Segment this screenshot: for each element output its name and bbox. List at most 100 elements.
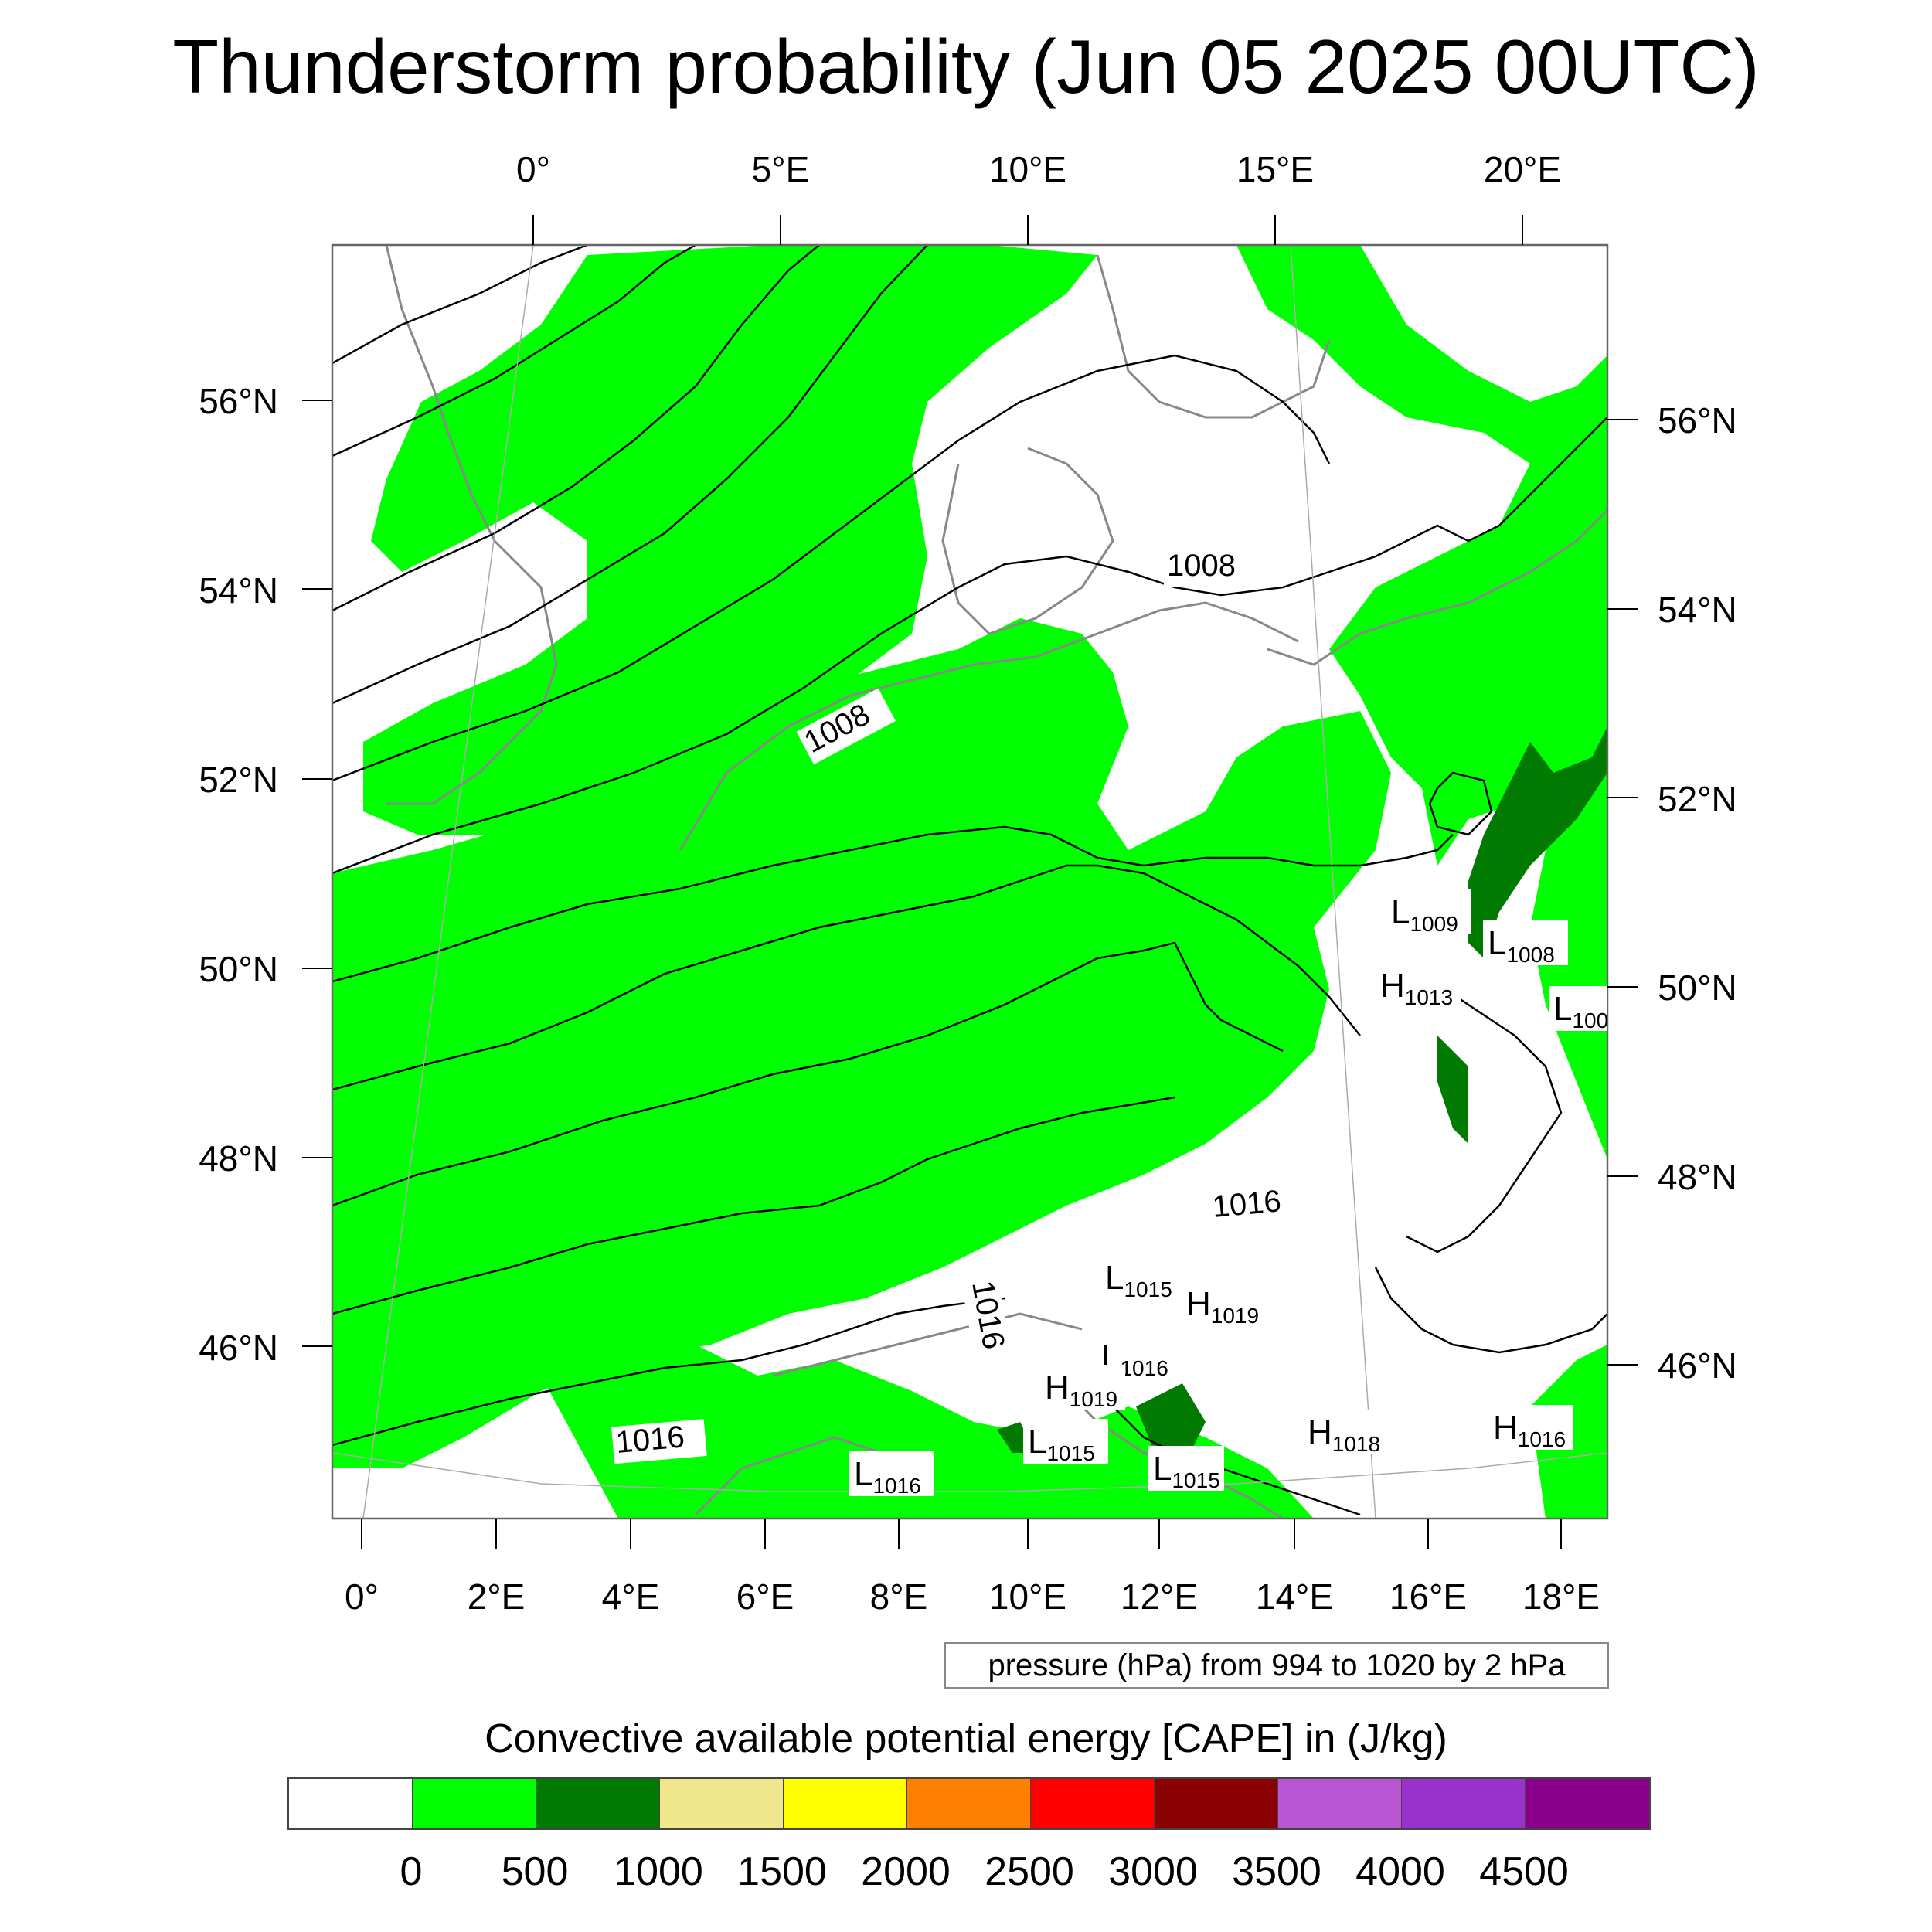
right-lat-labels: 56°N 54°N 52°N 50°N 48°N 46°N <box>1658 400 1737 1386</box>
pressure-center-letter: H <box>1380 967 1405 1005</box>
coast-denmark <box>941 447 1114 635</box>
pressure-center: L1008 <box>1483 920 1568 967</box>
pressure-center: L1015 <box>1148 1446 1224 1492</box>
cape-region-slovakia <box>1437 1036 1468 1144</box>
colorbar-swatch <box>1278 1779 1402 1828</box>
bottom-lon-label: 0° <box>345 1577 379 1617</box>
isobar-5 <box>332 354 1331 782</box>
colorbar-swatch <box>907 1779 1031 1828</box>
pressure-center-value: 1015 <box>1172 1468 1219 1492</box>
colorbar-swatch <box>1402 1779 1526 1828</box>
graticule <box>332 245 1607 1519</box>
colorbar-label: 4000 <box>1355 1849 1445 1894</box>
left-lat-label: 56°N <box>199 381 278 421</box>
pressure-center-value: 1019 <box>1211 1304 1259 1328</box>
pressure-note: pressure (hPa) from 994 to 1020 by 2 hPa <box>944 1642 1609 1689</box>
svg-text:L1008: L1008 <box>1488 924 1555 967</box>
pressure-center-value: 1009 <box>1410 912 1458 936</box>
colorbar <box>287 1777 1651 1830</box>
isobar-10 <box>332 1096 1175 1315</box>
bottom-lon-label: 6°E <box>736 1577 794 1617</box>
left-lat-labels: 56°N 54°N 52°N 50°N 48°N 46°N <box>199 381 278 1368</box>
meridian-0 <box>362 245 534 1519</box>
pressure-center-letter: H <box>1493 1409 1518 1447</box>
bottom-lon-label: 10°E <box>989 1577 1066 1617</box>
colorbar-swatch <box>1526 1779 1649 1828</box>
isobar-11 <box>332 1297 1005 1447</box>
colorbar-label: 4500 <box>1479 1849 1569 1894</box>
pressure-center-letter: H <box>1045 1369 1070 1406</box>
coast-netherlands-germany <box>679 601 1299 851</box>
right-lat-label: 56°N <box>1658 400 1737 440</box>
pressure-center: L1015 <box>1100 1255 1185 1301</box>
map-title: Thunderstorm probability (Jun 05 2025 00… <box>172 24 1760 109</box>
svg-text:L1015: L1015 <box>1105 1259 1172 1301</box>
isobar-8 <box>332 864 1361 1091</box>
bottom-lon-label: 12°E <box>1121 1577 1198 1617</box>
colorbar-label: 3000 <box>1108 1849 1198 1894</box>
right-lat-label: 54°N <box>1658 590 1737 630</box>
colorbar-swatch <box>536 1779 660 1828</box>
right-lat-label: 52°N <box>1658 779 1737 819</box>
pressure-center-letter: H <box>1186 1285 1211 1323</box>
colorbar-label: 1500 <box>737 1849 827 1894</box>
pressure-center-value: 1015 <box>1046 1441 1094 1465</box>
bottom-lon-label: 16°E <box>1389 1577 1467 1617</box>
pressure-center: H1016 <box>1488 1405 1573 1451</box>
bottom-lon-label: 4°E <box>602 1577 660 1617</box>
cape-0-500-field <box>332 245 1607 1519</box>
colorbar-swatch <box>1155 1779 1278 1828</box>
colorbar-swatch <box>289 1779 413 1828</box>
right-lat-label: 48°N <box>1658 1157 1737 1197</box>
contour-label-text: 1016 <box>614 1420 685 1460</box>
pressure-center-value: 1016 <box>872 1474 920 1498</box>
svg-text:H1019: H1019 <box>1045 1369 1117 1411</box>
pressure-center: H1018 <box>1303 1410 1388 1456</box>
pressure-center: L1015 <box>1023 1419 1108 1465</box>
pressure-center-value: 1013 <box>1405 985 1453 1009</box>
isobar-2 <box>332 245 696 457</box>
pressure-center: H1013 <box>1376 963 1461 1009</box>
left-lat-label: 48°N <box>199 1138 278 1179</box>
colorbar-label: 2500 <box>985 1849 1074 1894</box>
colorbar-label: 1000 <box>614 1849 703 1894</box>
pressure-center-value: 1019 <box>1070 1387 1117 1411</box>
colorbar-swatch <box>660 1779 784 1828</box>
top-lon-labels: 0° 5°E 10°E 15°E 20°E <box>516 149 1561 189</box>
svg-text:L1015: L1015 <box>1153 1450 1220 1492</box>
svg-text:L1009: L1009 <box>1391 893 1458 936</box>
map-content <box>332 245 1607 1519</box>
contour-label-text: 1016 <box>1211 1184 1282 1224</box>
isobar-6 <box>332 417 1607 875</box>
colorbar-title: Convective available potential energy [C… <box>485 1716 1447 1761</box>
bottom-lon-label: 2°E <box>468 1577 526 1617</box>
top-lon-label: 15°E <box>1236 149 1314 189</box>
pressure-center: L1016 <box>849 1451 934 1498</box>
left-lat-label: 50°N <box>199 949 278 989</box>
colorbar-swatch <box>1031 1779 1155 1828</box>
pressure-center-value: 1016 <box>1120 1356 1168 1380</box>
top-lon-label: 10°E <box>989 149 1066 189</box>
isobar-7 <box>332 825 1454 983</box>
map-frame <box>331 243 1609 1520</box>
colorbar-label: 0 <box>400 1849 423 1894</box>
svg-text:L1016: L1016 <box>854 1455 921 1498</box>
colorbar-label: 500 <box>501 1849 569 1894</box>
coast-uk-east <box>385 245 558 805</box>
right-lat-label: 50°N <box>1658 968 1737 1008</box>
colorbar-label: 2000 <box>861 1849 951 1894</box>
pressure-center-value: 1015 <box>1124 1277 1172 1301</box>
pressure-center-value: 1016 <box>1518 1427 1566 1451</box>
top-lon-label: 5°E <box>752 149 810 189</box>
cape-region-central-europe <box>332 618 1391 1468</box>
colorbar-swatch <box>784 1779 907 1828</box>
isobar-9 <box>332 941 1284 1207</box>
contour-label-1016-b: 1016 <box>961 1275 1014 1373</box>
parallel-45n <box>332 1452 1607 1492</box>
isobar-1 <box>332 245 588 365</box>
pressure-center: H1019 <box>1182 1281 1267 1328</box>
colorbar-label: 3500 <box>1232 1849 1321 1894</box>
bottom-lon-label: 14°E <box>1256 1577 1333 1617</box>
contour-labels: 1008 1008 1016 1016 1016 <box>611 549 1304 1464</box>
